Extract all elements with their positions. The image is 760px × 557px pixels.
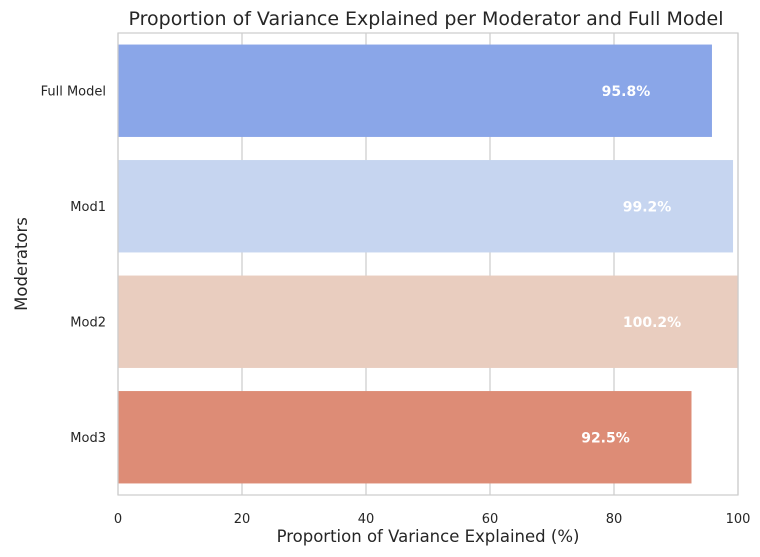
bar-full-model [118, 44, 712, 137]
data-label: 99.2% [623, 199, 672, 215]
y-tick-label: Mod3 [70, 431, 106, 446]
bar-mod3 [118, 391, 692, 484]
x-tick-label: 20 [234, 512, 251, 527]
bar-mod2 [118, 275, 738, 368]
y-tick-label: Mod1 [70, 200, 106, 215]
bars [118, 44, 738, 484]
y-tick-label: Mod2 [70, 315, 106, 330]
y-axis-ticks: Full Model Mod1 Mod2 Mod3 [41, 84, 106, 446]
x-tick-label: 80 [606, 512, 623, 527]
y-axis-label: Moderators [12, 217, 31, 311]
x-tick-label: 60 [482, 512, 499, 527]
x-tick-label: 40 [358, 512, 375, 527]
chart-title: Proportion of Variance Explained per Mod… [129, 8, 724, 30]
data-label: 92.5% [581, 430, 630, 446]
x-axis-label: Proportion of Variance Explained (%) [277, 527, 580, 546]
data-label: 95.8% [602, 84, 651, 100]
plot-frame [117, 32, 739, 496]
bar-mod1 [118, 160, 734, 253]
x-axis-ticks: 0 20 40 60 80 100 [114, 512, 751, 527]
data-label: 100.2% [623, 315, 681, 331]
x-tick-label: 0 [114, 512, 122, 527]
y-tick-label: Full Model [41, 84, 106, 99]
x-tick-label: 100 [726, 512, 751, 527]
data-labels: 95.8% 99.2% 100.2% 92.5% [581, 84, 681, 447]
